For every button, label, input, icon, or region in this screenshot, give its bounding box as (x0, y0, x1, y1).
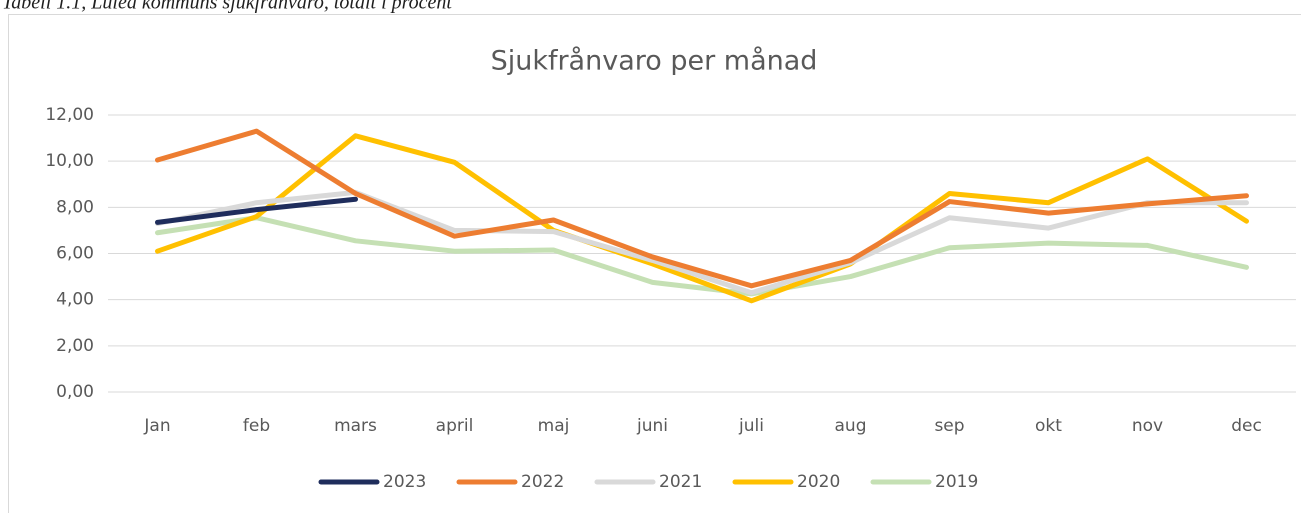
x-tick-label: feb (243, 416, 270, 436)
x-tick-label: juli (738, 416, 764, 436)
y-tick-label: 12,00 (45, 105, 94, 125)
y-tick-label: 2,00 (56, 336, 94, 356)
x-tick-label: Jan (143, 416, 170, 436)
x-tick-label: dec (1231, 416, 1262, 436)
x-tick-label: aug (835, 416, 867, 436)
y-tick-label: 8,00 (56, 197, 94, 217)
line-series (155, 215, 1249, 297)
line-series (155, 196, 358, 225)
y-tick-label: 10,00 (45, 151, 94, 171)
y-tick-label: 6,00 (56, 244, 94, 264)
legend-label: 2023 (383, 472, 426, 492)
line-series (155, 189, 1249, 296)
chart-title: Sjukfrånvaro per månad (491, 46, 818, 77)
legend-label: 2019 (935, 472, 978, 492)
line-series (155, 128, 1249, 289)
legend-label: 2022 (521, 472, 564, 492)
x-tick-label: okt (1035, 416, 1062, 436)
legend-label: 2021 (659, 472, 702, 492)
x-tick-label: sep (934, 416, 964, 436)
x-tick-label: mars (334, 416, 377, 436)
legend-label: 2020 (797, 472, 840, 492)
caption: Tabell 1.1, Luleå kommuns sjukfrånvaro, … (2, 0, 452, 14)
x-tick-label: nov (1132, 416, 1163, 436)
y-tick-label: 4,00 (56, 290, 94, 310)
x-tick-label: maj (538, 416, 570, 436)
x-tick-label: juni (636, 416, 668, 436)
line-series (155, 133, 1249, 304)
x-tick-label: april (436, 416, 474, 436)
y-tick-label: 0,00 (56, 382, 94, 402)
